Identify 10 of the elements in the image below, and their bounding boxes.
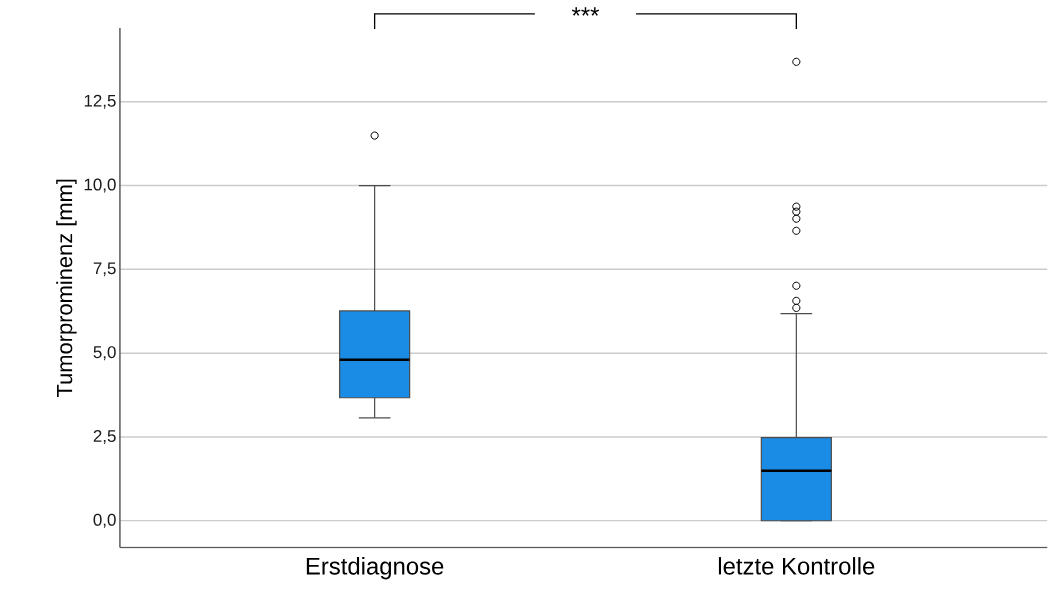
y-tick-label: 2,5 <box>93 430 116 445</box>
y-tick-label: 7,5 <box>93 262 116 277</box>
y-tick-label: 5,0 <box>93 346 116 361</box>
x-tick-label: Erstdiagnose <box>306 557 444 580</box>
y-axis-title: Tumorprominenz [mm] <box>56 179 77 398</box>
y-tick-label: 12,5 <box>84 94 116 109</box>
y-tick-label: 0,0 <box>93 513 116 528</box>
y-tick-label: 10,0 <box>84 178 116 193</box>
x-tick-label: letzte Kontrolle <box>718 557 875 575</box>
text: *** <box>571 7 600 16</box>
